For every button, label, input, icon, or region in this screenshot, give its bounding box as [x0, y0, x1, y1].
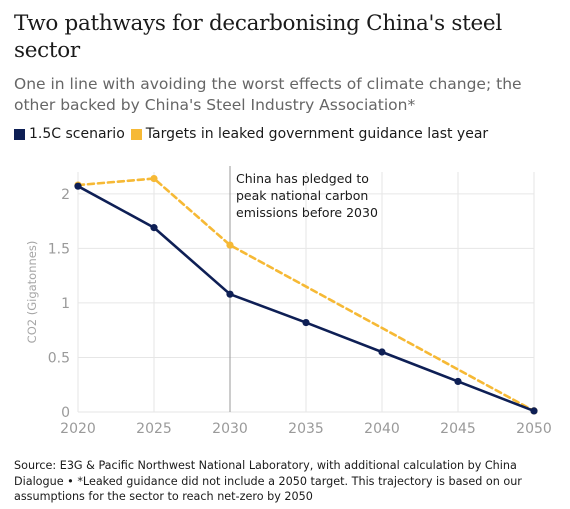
data-point-scenario: [226, 291, 233, 298]
y-tick-label: 0: [61, 405, 70, 421]
chart-title: Two pathways for decarbonising China's s…: [14, 10, 559, 64]
x-tick-label: 2030: [212, 421, 248, 437]
y-tick-label: 1.5: [48, 241, 70, 257]
x-tick-label: 2040: [364, 421, 400, 437]
x-tick-label: 2050: [516, 421, 552, 437]
x-tick-label: 2045: [440, 421, 476, 437]
y-tick-label: 2: [61, 187, 70, 203]
x-tick-label: 2035: [288, 421, 324, 437]
source-footnote: Source: E3G & Pacific Northwest National…: [14, 458, 559, 505]
annotation-text: peak national carbon: [236, 188, 368, 203]
annotation-text: China has pledged to: [236, 171, 369, 186]
legend-item-targets: Targets in leaked government guidance la…: [131, 126, 488, 142]
x-tick-label: 2020: [60, 421, 96, 437]
legend-swatch-scenario: [14, 129, 25, 140]
chart-subtitle: One in line with avoiding the worst effe…: [14, 74, 564, 116]
y-tick-label: 0.5: [48, 350, 70, 366]
legend-item-scenario: 1.5C scenario: [14, 126, 125, 142]
y-tick-label: 1: [61, 296, 70, 312]
data-point-scenario: [150, 224, 157, 231]
legend-swatch-targets: [131, 129, 142, 140]
data-point-targets: [226, 241, 233, 248]
data-point-scenario: [530, 407, 537, 414]
data-point-scenario: [302, 319, 309, 326]
data-point-scenario: [454, 378, 461, 385]
data-point-scenario: [74, 183, 81, 190]
legend-label-scenario: 1.5C scenario: [29, 126, 125, 142]
legend-label-targets: Targets in leaked government guidance la…: [146, 126, 488, 142]
x-tick-label: 2025: [136, 421, 172, 437]
y-axis-label: CO2 (Gigatonnes): [25, 241, 39, 344]
legend: 1.5C scenario Targets in leaked governme…: [14, 126, 494, 142]
line-chart: 0 0.5 1 1.5 2 2020 2025 2030 2035 2040 2045 2050 CO2…: [0, 160, 570, 450]
data-point-targets: [150, 175, 157, 182]
data-point-scenario: [378, 348, 385, 355]
annotation-text: emissions before 2030: [236, 205, 378, 220]
